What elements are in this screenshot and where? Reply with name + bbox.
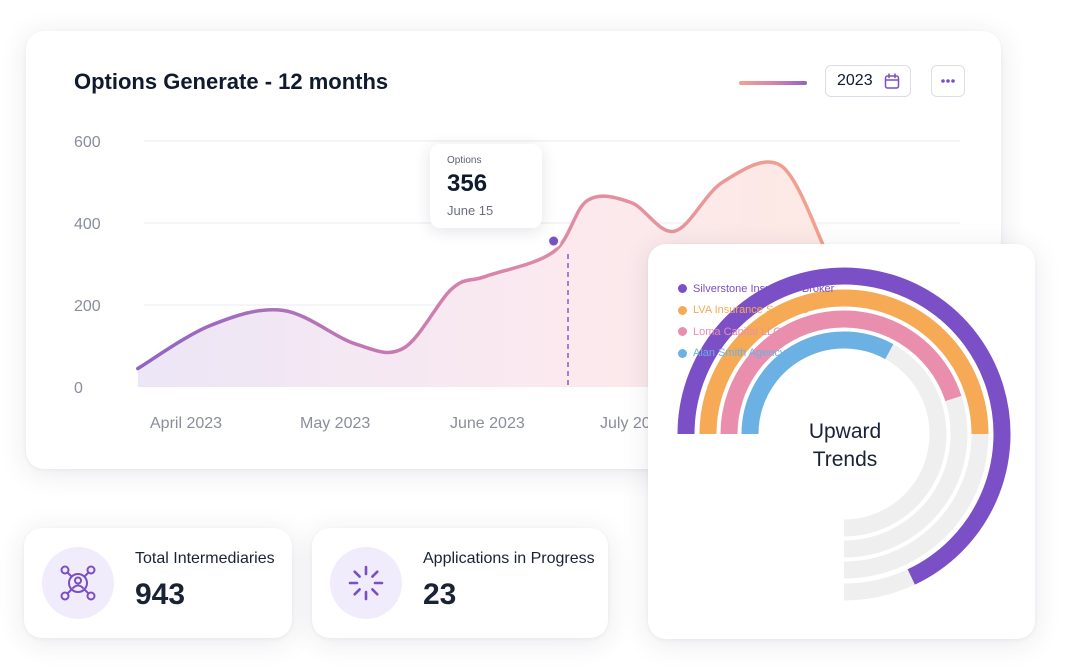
calendar-icon	[884, 73, 900, 89]
legend-label: Loma Capital LLC	[693, 325, 782, 338]
legend-label: Alan Smith Agency	[693, 347, 786, 360]
legend-dot-icon	[678, 305, 687, 315]
stat-label: Applications in Progress	[423, 550, 595, 567]
x-tick-label: June 2023	[450, 415, 525, 432]
legend-dot-icon	[678, 284, 687, 294]
tooltip-date: June 15	[447, 203, 494, 218]
legend-item[interactable]: Loma Capital LLC	[678, 321, 834, 343]
applications-in-progress-card: Applications in Progress 23	[312, 528, 608, 638]
legend-gradient-line	[739, 81, 807, 85]
legend-dot-icon	[678, 327, 687, 337]
legend-item[interactable]: LVA Insurance Services	[678, 300, 834, 322]
radial-legend: Silverstone Insurance Broker LVA Insuranc…	[678, 278, 834, 364]
legend-item[interactable]: Silverstone Insurance Broker	[678, 278, 834, 300]
radial-center-label: Upward Trends	[808, 420, 882, 471]
upward-trends-card: Silverstone Insurance Broker LVA Insuranc…	[648, 244, 1035, 639]
tooltip-value: 356	[447, 170, 488, 197]
x-tick-label: April 2023	[150, 415, 222, 432]
stat-value: 23	[423, 578, 457, 611]
y-tick-label: 0	[74, 380, 83, 397]
chart-tooltip: Options 356 June 15	[430, 144, 542, 228]
legend-item[interactable]: Alan Smith Agency	[678, 343, 834, 365]
chart-title: Options Generate - 12 months	[74, 69, 389, 94]
total-intermediaries-card: Total Intermediaries 943	[24, 528, 292, 638]
y-tick-label: 200	[74, 298, 101, 315]
highlight-point[interactable]	[549, 236, 559, 246]
year-select[interactable]: 2023	[825, 65, 911, 97]
year-value: 2023	[837, 72, 873, 89]
network-icon	[42, 547, 114, 619]
stat-label: Total Intermediaries	[135, 550, 275, 567]
loading-spinner-icon	[330, 547, 402, 619]
more-options-button[interactable]	[931, 65, 965, 97]
legend-label: LVA Insurance Services	[693, 304, 809, 317]
x-tick-label: May 2023	[300, 415, 370, 432]
radial-bar-chart	[677, 267, 1011, 601]
y-tick-label: 600	[74, 134, 101, 151]
stat-value: 943	[135, 578, 186, 611]
radial-bar[interactable]	[720, 310, 962, 435]
more-dots-icon	[941, 79, 955, 83]
radial-bar[interactable]	[677, 267, 1011, 585]
series-line	[136, 160, 827, 371]
legend-dot-icon	[678, 348, 687, 358]
legend-label: Silverstone Insurance Broker	[693, 282, 835, 295]
y-tick-label: 400	[74, 216, 101, 233]
tooltip-label: Options	[447, 155, 482, 166]
radial-bar[interactable]	[741, 331, 894, 435]
radial-bar[interactable]	[699, 289, 989, 435]
